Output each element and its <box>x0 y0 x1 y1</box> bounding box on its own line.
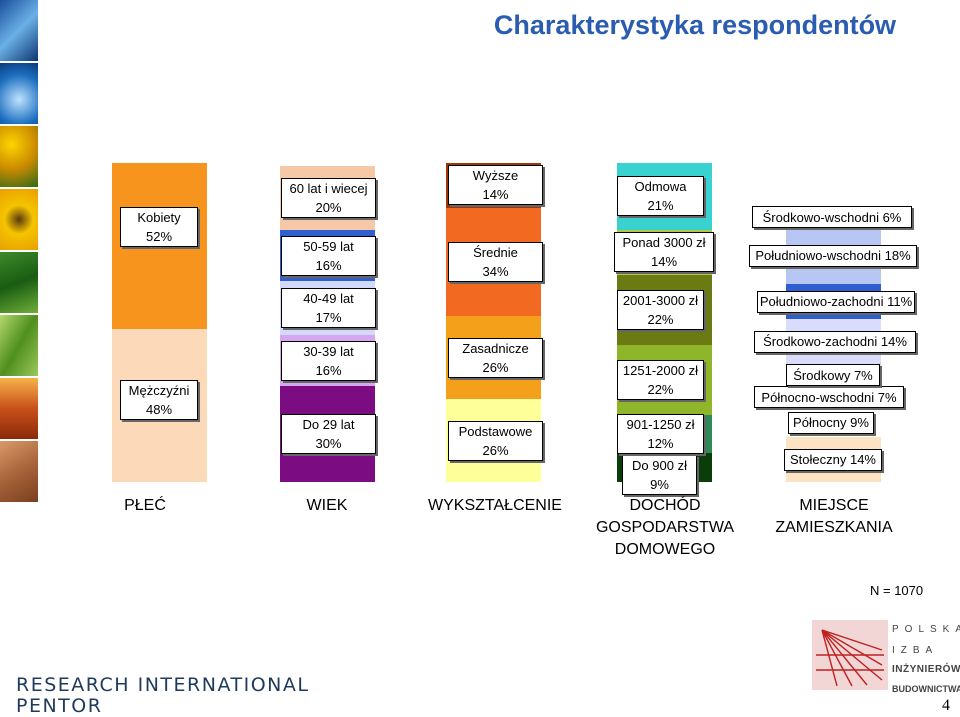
data-label: 60 lat i wiecej 20% <box>281 178 376 219</box>
piib-logo-line3: INŻYNIERÓW <box>892 664 960 675</box>
data-label: Środkowo-wschodni 6% <box>752 206 912 229</box>
category-label: WIEK <box>306 497 348 514</box>
desert-photo <box>0 378 38 439</box>
data-label: Południowo-wschodni 18% <box>749 244 917 267</box>
data-label: 2001-3000 zł 22% <box>617 289 704 330</box>
data-label: Podstawowe 26% <box>448 420 543 461</box>
piib-logo-line1: POLSKA <box>892 624 960 635</box>
sample-size-label: N = 1070 <box>870 583 924 598</box>
data-label: 901-1250 zł 12% <box>617 414 704 455</box>
data-label: 1251-2000 zł 22% <box>617 359 704 400</box>
footprint-sand-photo <box>0 441 38 502</box>
category-label: WYKSZTAŁCENIE <box>428 497 562 514</box>
data-label: Południowo-zachodni 11% <box>757 290 915 313</box>
water-drop-photo <box>0 63 38 124</box>
piib-logo-graphic <box>812 620 888 690</box>
data-label: Środkowo-zachodni 14% <box>754 330 916 353</box>
data-label: Do 900 zł 9% <box>622 455 697 495</box>
piib-logo-line4: BUDOWNICTWA <box>892 684 960 694</box>
category-label: PŁEĆ <box>124 497 166 514</box>
data-label: Ponad 3000 zł 14% <box>614 232 714 273</box>
data-label: Stołeczny 14% <box>784 448 882 471</box>
data-label: Średnie 34% <box>448 241 543 282</box>
leaf-photo <box>0 315 38 376</box>
data-label: Kobiety 52% <box>120 207 198 247</box>
data-label: Do 29 lat 30% <box>281 414 376 455</box>
data-label: Wyższe 14% <box>448 165 543 206</box>
page-title: Charakterystyka respondentów <box>493 10 897 40</box>
sunflower-photo <box>0 189 38 250</box>
sunflower-field-photo <box>0 126 38 187</box>
data-label: Środkowy 7% <box>786 364 880 387</box>
data-label: Odmowa 21% <box>617 176 704 217</box>
category-label: DOCHÓD GOSPODARSTWA DOMOWEGO <box>595 497 735 558</box>
wave-photo <box>0 0 38 61</box>
data-label: Północny 9% <box>788 411 874 434</box>
page-number: 4 <box>942 697 950 714</box>
data-label: 50-59 lat 16% <box>281 235 376 276</box>
river-green-photo <box>0 252 38 313</box>
data-label: Mężczyźni 48% <box>120 380 198 420</box>
data-label: 30-39 lat 16% <box>281 340 376 381</box>
research-international-logo: RESEARCH INTERNATIONAL PENTOR <box>16 674 310 717</box>
category-label: MIEJSCE ZAMIESZKANIA <box>775 497 893 536</box>
piib-logo-line2: IZBA <box>892 645 939 656</box>
data-label: Północno-wschodni 7% <box>754 386 904 409</box>
data-label: 40-49 lat 17% <box>281 288 376 329</box>
data-label: Zasadnicze 26% <box>448 337 543 378</box>
